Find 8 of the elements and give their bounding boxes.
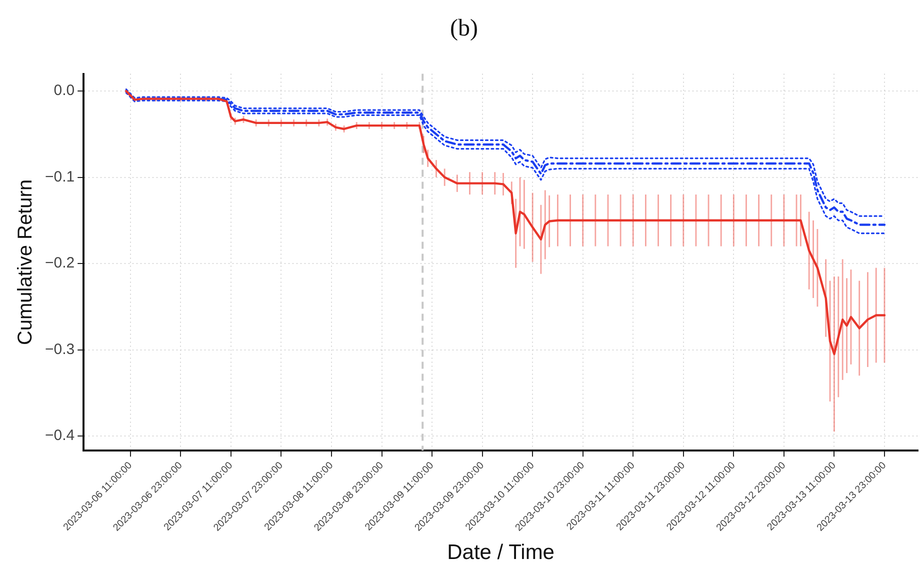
y-tick-label: −0.1 [44, 168, 75, 186]
y-tick-label: −0.2 [44, 254, 75, 272]
y-tick-label: −0.4 [44, 427, 75, 444]
x-axis-title: Date / Time [447, 541, 554, 564]
y-axis-title: Cumulative Return [14, 179, 37, 346]
y-tick-label: 0.0 [54, 82, 75, 100]
y-tick-label: −0.3 [44, 340, 75, 358]
chart-title: (b) [450, 16, 478, 42]
